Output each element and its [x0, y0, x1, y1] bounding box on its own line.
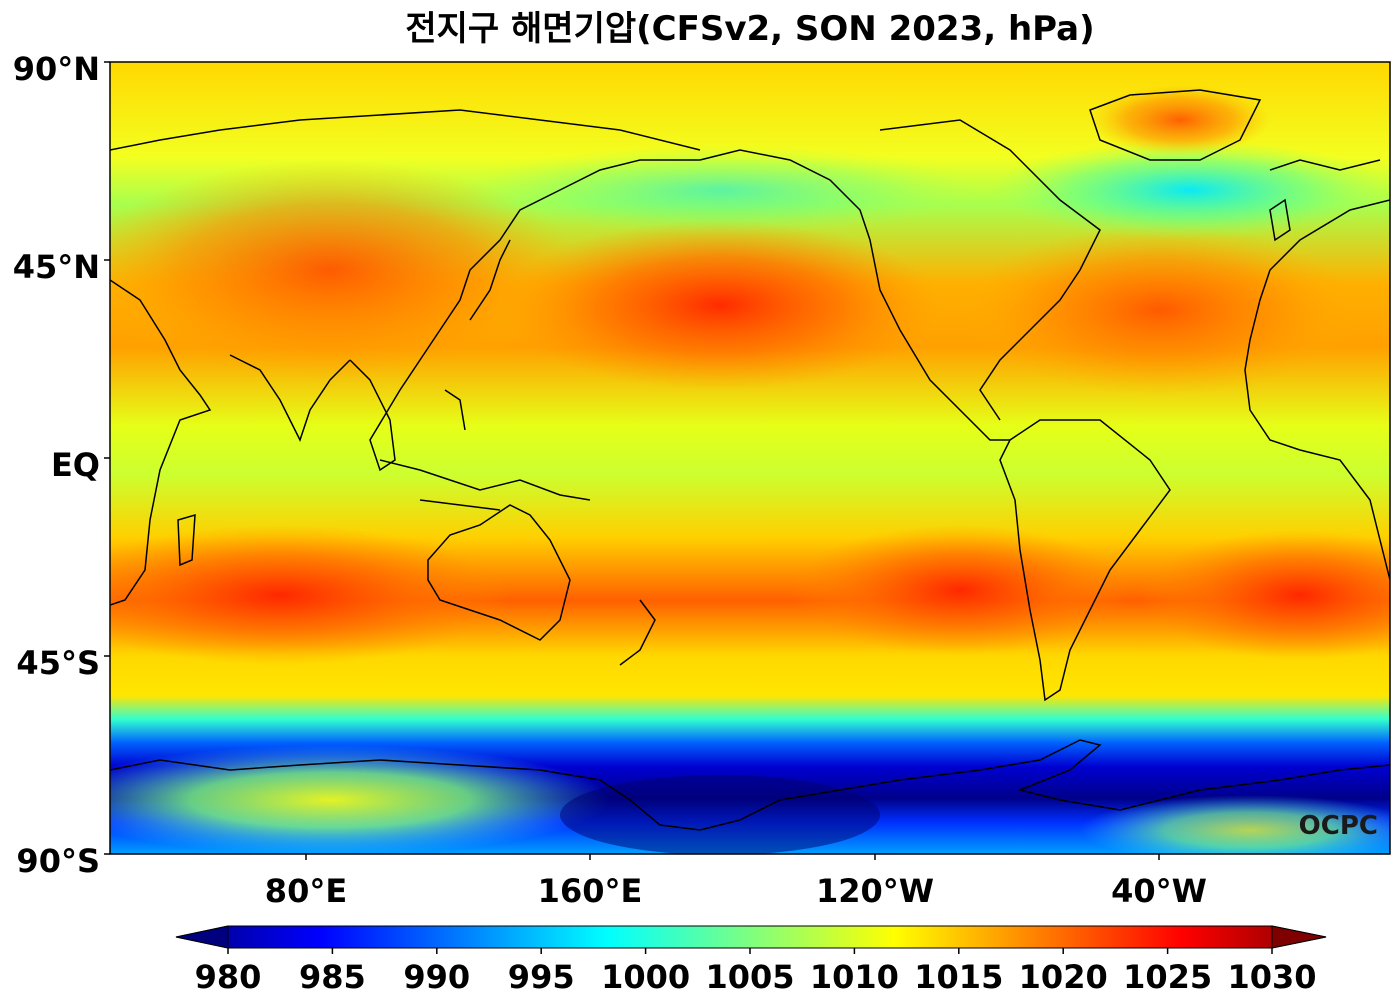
colorbar-ticks: 980 985 990 995 1000 1005 1010 1015 1020 1025 1030 [195, 948, 1317, 996]
longitude-axis: 80°E 160°E 120°W 40°W [265, 854, 1207, 910]
pressure-field [110, 62, 1390, 854]
colorbar-tick-label: 1005 [705, 958, 794, 996]
colorbar-tick-label: 1000 [601, 958, 690, 996]
coastlines [110, 89, 1390, 831]
colorbar [175, 925, 1327, 949]
colorbar-tick-label: 1020 [1019, 958, 1108, 996]
lon-tick-label: 120°W [816, 872, 934, 910]
lon-tick-label: 80°E [265, 872, 347, 910]
colorbar-tick-label: 1025 [1123, 958, 1212, 996]
lat-tick-label: EQ [51, 446, 100, 484]
colorbar-tick-label: 980 [195, 958, 262, 996]
map-title: 전지구 해면기압(CFSv2, SON 2023, hPa) [405, 9, 1094, 49]
colorbar-tick-label: 990 [403, 958, 470, 996]
lat-tick-label: 90°S [16, 842, 100, 880]
colorbar-tick-label: 985 [299, 958, 366, 996]
lat-tick-label: 45°N [13, 248, 100, 286]
lat-tick-label: 90°N [13, 50, 100, 88]
colorbar-tick-label: 1010 [810, 958, 899, 996]
lat-tick-label: 45°S [16, 644, 100, 682]
lon-tick-label: 160°E [538, 872, 643, 910]
lon-tick-label: 40°W [1111, 872, 1207, 910]
colorbar-tick-label: 995 [508, 958, 575, 996]
colorbar-tick-label: 1030 [1227, 958, 1316, 996]
ocpc-watermark: OCPC [1299, 811, 1378, 841]
latitude-axis: 90°N 45°N EQ 45°S 90°S [13, 50, 110, 880]
colorbar-tick-label: 1015 [914, 958, 1003, 996]
